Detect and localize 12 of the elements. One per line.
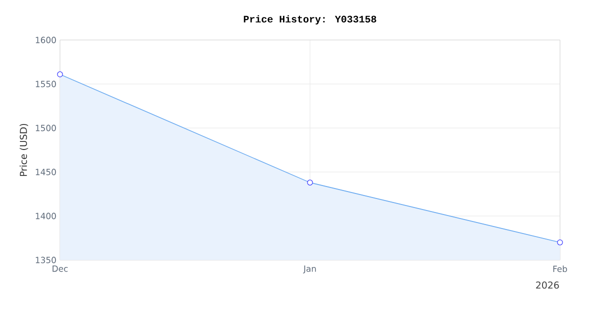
y-tick-label: 1550 — [36, 80, 56, 88]
x-tick-label: Dec — [52, 266, 68, 272]
x-tick-label: Jan — [303, 266, 316, 274]
chart-title: Price History: Y033158 — [244, 15, 376, 24]
text: 2026 — [536, 282, 559, 289]
y-tick-label: 1350 — [36, 256, 56, 264]
y-tick-label: 1450 — [36, 168, 56, 176]
y-tick-label: 1500 — [36, 124, 56, 132]
y-axis-title: Price (USD) — [20, 124, 28, 176]
x-tick-label: Feb — [553, 266, 568, 272]
y-tick-label: 1600 — [36, 36, 56, 44]
y-tick-label: 1400 — [36, 212, 56, 220]
